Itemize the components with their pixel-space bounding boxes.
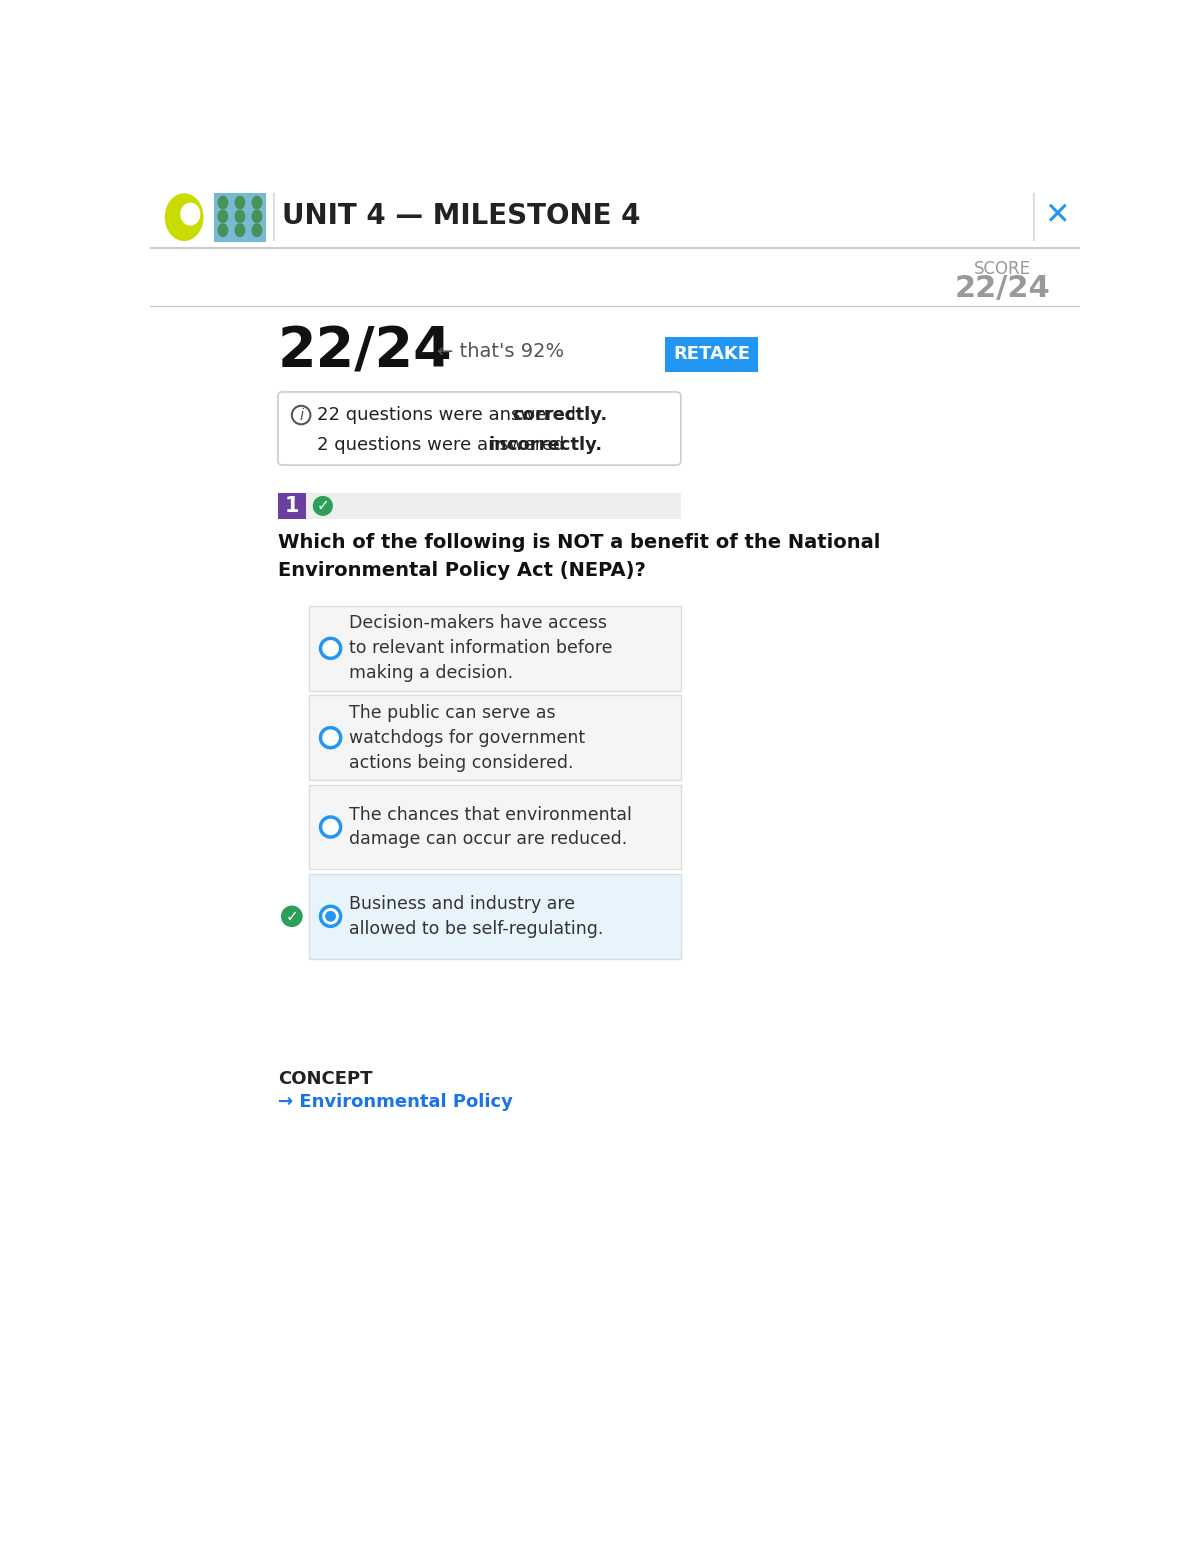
Circle shape <box>325 912 336 922</box>
Bar <box>308 696 680 780</box>
Text: ✕: ✕ <box>1044 202 1069 230</box>
Ellipse shape <box>217 224 228 238</box>
Text: → Environmental Policy: → Environmental Policy <box>278 1093 512 1110</box>
FancyBboxPatch shape <box>278 391 680 464</box>
Text: CONCEPT: CONCEPT <box>278 1070 372 1087</box>
Text: Which of the following is NOT a benefit of the National
Environmental Policy Act: Which of the following is NOT a benefit … <box>278 533 881 579</box>
Text: UNIT 4 — MILESTONE 4: UNIT 4 — MILESTONE 4 <box>282 202 641 230</box>
Circle shape <box>320 907 341 926</box>
Circle shape <box>320 638 341 658</box>
Text: 22 questions were answered: 22 questions were answered <box>317 405 581 424</box>
Text: correctly.: correctly. <box>512 405 607 424</box>
Ellipse shape <box>180 202 200 225</box>
Ellipse shape <box>164 193 204 241</box>
Bar <box>665 337 758 371</box>
Ellipse shape <box>234 196 245 210</box>
Ellipse shape <box>252 224 263 238</box>
Text: 1: 1 <box>284 495 299 516</box>
Bar <box>278 492 680 519</box>
Circle shape <box>320 728 341 747</box>
Ellipse shape <box>217 210 228 224</box>
Text: Decision-makers have access
to relevant information before
making a decision.: Decision-makers have access to relevant … <box>349 615 613 682</box>
Bar <box>308 606 680 691</box>
Ellipse shape <box>252 196 263 210</box>
Text: i: i <box>299 407 304 422</box>
Ellipse shape <box>234 224 245 238</box>
Bar <box>214 193 266 242</box>
Text: The public can serve as
watchdogs for government
actions being considered.: The public can serve as watchdogs for go… <box>349 704 586 772</box>
Text: 22/24: 22/24 <box>955 275 1050 303</box>
Circle shape <box>313 495 332 516</box>
Circle shape <box>320 817 341 837</box>
Bar <box>308 874 680 958</box>
Text: Business and industry are
allowed to be self-regulating.: Business and industry are allowed to be … <box>349 895 604 938</box>
Text: 2 questions were answered: 2 questions were answered <box>317 436 570 453</box>
Text: 22/24: 22/24 <box>278 325 452 379</box>
Text: RETAKE: RETAKE <box>673 345 750 363</box>
Ellipse shape <box>252 210 263 224</box>
Bar <box>150 186 1080 248</box>
Text: The chances that environmental
damage can occur are reduced.: The chances that environmental damage ca… <box>349 806 632 848</box>
Ellipse shape <box>217 196 228 210</box>
Bar <box>278 492 306 519</box>
Text: ✓: ✓ <box>286 909 299 924</box>
Text: SCORE: SCORE <box>974 259 1031 278</box>
Ellipse shape <box>234 210 245 224</box>
Bar <box>308 784 680 870</box>
Text: incorrectly.: incorrectly. <box>488 436 602 453</box>
Text: ✓: ✓ <box>317 499 329 514</box>
Text: ← that's 92%: ← that's 92% <box>437 342 564 362</box>
Circle shape <box>281 905 302 927</box>
